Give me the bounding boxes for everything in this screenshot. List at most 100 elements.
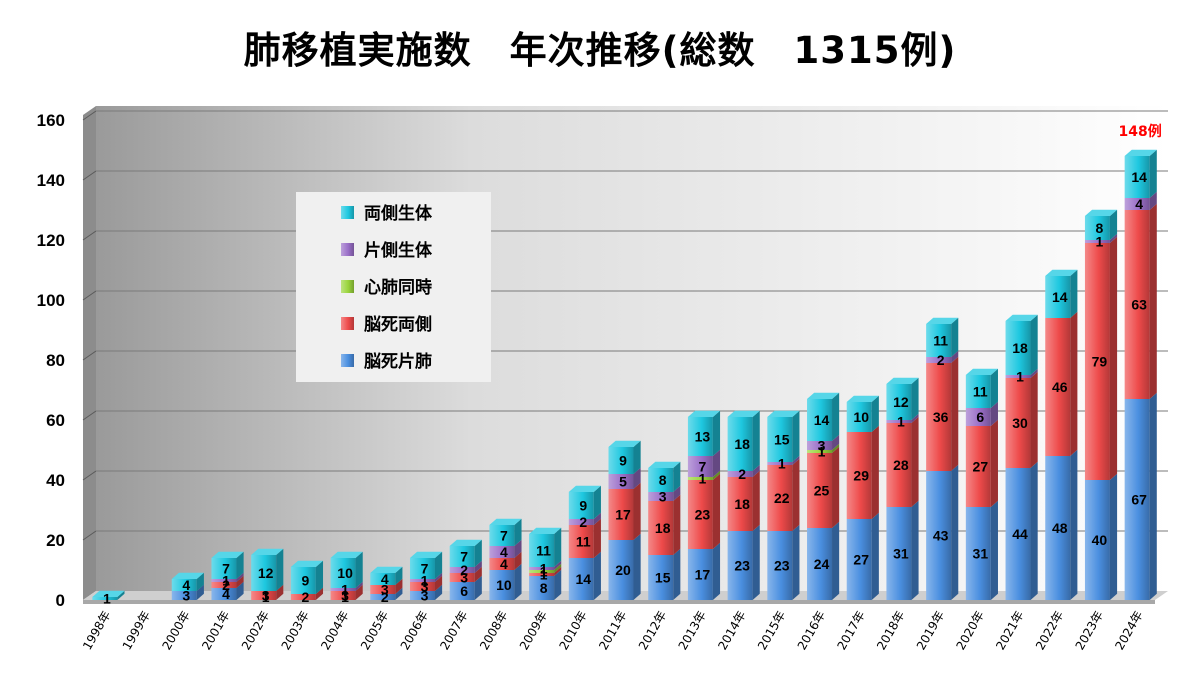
bar-data-label: 2 [381,589,389,605]
x-tick-label: 2001年 [199,609,232,653]
bar-segment-side [593,518,601,558]
bar-top [330,551,363,558]
y-tick-label: 80 [46,351,65,370]
bar-stack: 31 28 1 12 [886,377,919,600]
bar-segment-side [315,560,324,594]
bar-segment-side [832,521,840,600]
bar-segment [449,582,475,600]
bar-data-label: 17 [695,567,711,583]
bar-segment [608,489,634,540]
bar-data-label: 30 [1012,415,1028,431]
bar-data-label: 14 [814,412,830,428]
bar-data-label: 15 [655,570,671,586]
bar-segment [1124,399,1150,600]
bar-top [529,527,562,534]
bar-segment [489,546,515,558]
bar-segment-side [911,377,919,420]
bar-segment [608,540,634,600]
bar-segment [807,528,833,600]
bar-data-label: 14 [1052,289,1068,305]
x-tick-label: 2003年 [279,609,312,653]
bar-segment-side [673,548,681,600]
bar-segment [965,375,991,408]
bar-segment-side [593,485,601,519]
bar-data-label: 1 [1096,234,1104,250]
bar-data-label: 79 [1092,354,1108,370]
bar-segment-side [236,575,244,588]
bar-data-label: 23 [695,507,711,523]
legend-label: 両側生体 [364,203,433,224]
bar-segment [767,417,793,462]
bar-data-label: 63 [1131,297,1147,313]
bar-segment [1124,198,1150,210]
bar-segment [1005,378,1031,468]
bar-data-label: 1 [341,582,349,598]
bar-segment-side [434,584,443,600]
bar-top [1045,269,1078,276]
bar-data-label: 2 [937,352,945,368]
bar-top [886,377,919,384]
x-axis-ticks: 1998年 1999年 2000年 2001年 2002年 2003年 2004年 2005年… [80,609,1146,653]
bar-data-label: 17 [615,507,631,523]
bar-segment [846,432,872,519]
bar-segment [370,585,396,594]
bar-segment-side [792,458,800,531]
bar-stack: 14 11 29 [568,485,601,600]
bar-data-label: 20 [615,562,631,578]
bar-segment-side [633,467,641,489]
bar-segment [251,555,277,591]
bar-segment [1084,480,1110,600]
bar-segment-side [1149,203,1157,399]
bar-segment-side [474,566,482,582]
bar-segment-side [792,524,800,600]
bar-segment-side [1149,149,1157,198]
bar-data-label: 40 [1092,532,1108,548]
bar-segment [687,477,713,480]
bar-segment [926,471,952,600]
bar-data-label: 4 [381,571,389,587]
legend-label: 脳死片肺 [364,351,432,372]
legend-label: 片側生体 [364,240,433,261]
total-annotation: 148例 [1119,123,1162,140]
bar-segment-side [1149,392,1157,600]
bar-data-label: 23 [774,558,790,574]
x-tick-label: 2016年 [795,609,828,653]
bar-segment-side [355,581,363,591]
bar-segment [886,507,912,600]
bar-segment [1045,456,1071,600]
gridline-diag [82,530,97,541]
bar-segment-side [474,575,482,600]
bar-stack: 20 17 5 9 [608,440,641,600]
bar-data-label: 4 [500,544,508,560]
bar-segment-side [673,461,681,492]
bar-segment-side [236,572,244,582]
annotations: 148例 [1119,123,1162,140]
bar-data-label: 8 [1096,220,1104,236]
bar-segment [687,549,713,600]
bar-data-label: 1 [540,564,548,580]
bar-stack: 15 18 38 [648,461,681,600]
gridline-diag [82,470,97,481]
bar-data-label: 11 [973,384,988,400]
bar-segment [92,597,118,600]
bar-data-label: 27 [853,552,869,568]
bar-data-label: 43 [933,528,949,544]
bar-segment-side [474,539,482,567]
bar-segment [608,447,634,474]
bar-segment-side [951,464,959,600]
bar-data-label: 9 [619,453,627,469]
bar-segment [727,477,753,531]
bar-segment-side [832,446,840,528]
bar-segment-side [871,512,879,600]
bar-data-label: 31 [973,546,989,562]
bar-segment [1005,468,1031,600]
bars: 1 344217131229131102343317632710447811111… [92,149,1157,607]
bar-segment-side [990,401,998,426]
gridline-diag [82,290,97,301]
bar-segment [171,579,197,591]
bar-segment-side [554,527,562,567]
x-tick-label: 2007年 [437,609,470,653]
bar-top [171,572,204,579]
bar-segment [807,441,833,450]
